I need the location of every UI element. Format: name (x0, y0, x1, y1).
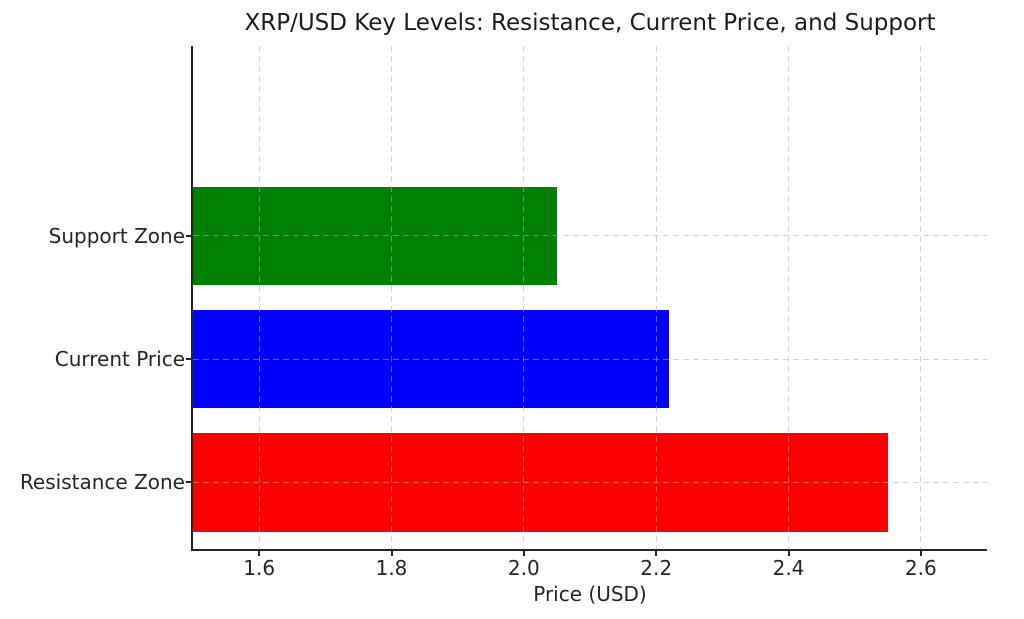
y-tick (186, 234, 191, 237)
x-tick (919, 551, 922, 556)
y-tick-label: Support Zone (48, 223, 185, 248)
x-tick (787, 551, 790, 556)
y-axis-spine (191, 46, 193, 549)
y-tick (186, 358, 191, 361)
plot-area (191, 46, 987, 551)
y-gridline (193, 235, 987, 237)
x-tick-label: 1.6 (243, 556, 276, 580)
x-gridline (391, 46, 392, 549)
x-gridline (655, 46, 657, 549)
y-tick-label: Current Price (54, 347, 185, 372)
x-tick-label: 2.6 (904, 556, 937, 580)
x-tick (522, 551, 525, 556)
x-tick-label: 2.0 (507, 556, 540, 580)
x-axis-label: Price (USD) (533, 582, 647, 606)
x-gridline (920, 46, 922, 549)
x-gridline (788, 46, 789, 549)
x-tick (655, 551, 658, 556)
chart-title: XRP/USD Key Levels: Resistance, Current … (244, 10, 936, 36)
y-gridline (193, 481, 987, 483)
y-gridline (193, 358, 987, 360)
x-tick (390, 551, 393, 556)
x-tick-label: 2.4 (772, 556, 805, 580)
y-tick (186, 481, 191, 484)
y-tick-label: Resistance Zone (19, 470, 185, 495)
x-tick-label: 1.8 (375, 556, 408, 580)
x-gridline (523, 46, 525, 549)
x-tick-label: 2.2 (640, 556, 673, 580)
x-axis-spine (191, 549, 987, 551)
x-tick (258, 551, 261, 556)
x-gridline (258, 46, 260, 549)
